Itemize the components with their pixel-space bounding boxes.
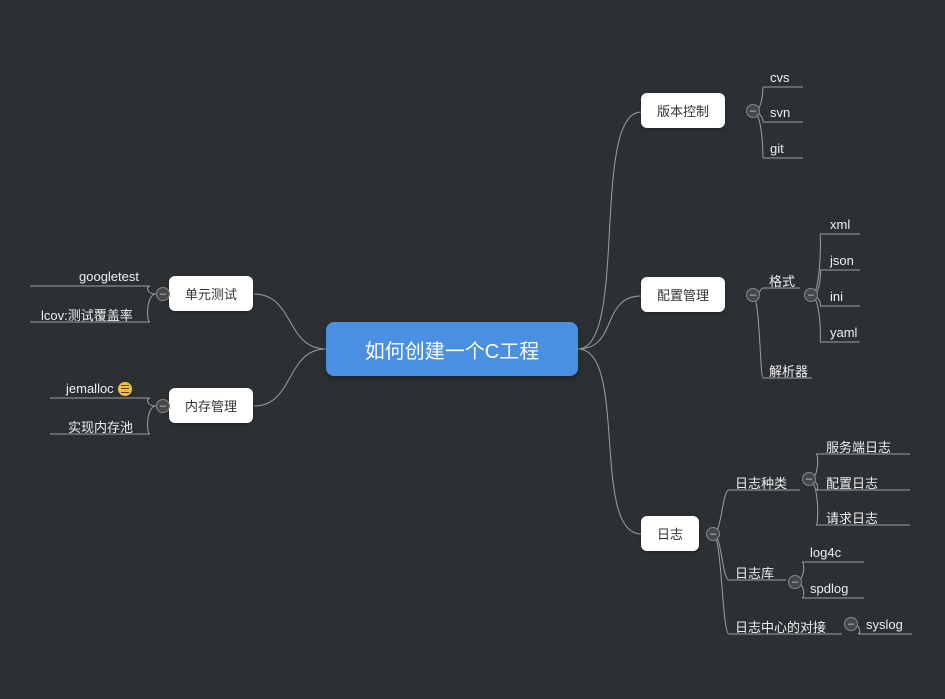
leaf-svclog-label: 服务端日志 (826, 437, 891, 456)
leaf-ini-label: ini (830, 289, 843, 304)
subbranch-logcenter[interactable]: 日志中心的对接 (729, 613, 832, 644)
leaf-reqlog-label: 请求日志 (826, 508, 878, 527)
subbranch-format-label: 格式 (769, 271, 795, 290)
branch-unit-label: 单元测试 (185, 284, 237, 303)
subbranch-logkind-label: 日志种类 (735, 473, 787, 492)
subbranch-parser[interactable]: 解析器 (763, 357, 814, 388)
branch-unit[interactable]: 单元测试 (169, 276, 253, 311)
leaf-reqlog[interactable]: 请求日志 (820, 504, 884, 535)
toggle-unit[interactable]: – (156, 287, 170, 301)
leaf-spdlog[interactable]: spdlog (804, 577, 854, 604)
branch-log-label: 日志 (657, 524, 683, 543)
leaf-jemalloc-label: jemalloc (66, 381, 114, 396)
subbranch-loglib[interactable]: 日志库 (729, 559, 780, 590)
branch-mem-label: 内存管理 (185, 396, 237, 415)
root-label: 如何创建一个C工程 (365, 335, 539, 364)
root-node[interactable]: 如何创建一个C工程 (326, 322, 578, 376)
leaf-svclog[interactable]: 服务端日志 (820, 433, 897, 464)
toggle-logcenter[interactable]: – (844, 617, 858, 631)
leaf-syslog[interactable]: syslog (860, 613, 909, 640)
leaf-json-label: json (830, 253, 854, 268)
leaf-xml-label: xml (830, 217, 850, 232)
leaf-lcov[interactable]: lcov:测试覆盖率 (35, 301, 139, 332)
branch-version[interactable]: 版本控制 (641, 93, 725, 128)
toggle-loglib[interactable]: – (788, 575, 802, 589)
leaf-jemalloc[interactable]: jemalloc (60, 377, 138, 404)
leaf-mempool-label: 实现内存池 (68, 417, 133, 436)
branch-version-label: 版本控制 (657, 101, 709, 120)
notes-badge-icon (118, 382, 132, 396)
subbranch-format[interactable]: 格式 (763, 267, 801, 298)
leaf-yaml[interactable]: yaml (824, 321, 863, 348)
leaf-log4c-label: log4c (810, 545, 841, 560)
toggle-logkind[interactable]: – (802, 472, 816, 486)
leaf-json[interactable]: json (824, 249, 860, 276)
branch-mem[interactable]: 内存管理 (169, 388, 253, 423)
toggle-fmt[interactable]: – (804, 288, 818, 302)
leaf-git[interactable]: git (764, 137, 790, 164)
toggle-version[interactable]: – (746, 104, 760, 118)
leaf-cfglog[interactable]: 配置日志 (820, 469, 884, 500)
leaf-syslog-label: syslog (866, 617, 903, 632)
leaf-cfglog-label: 配置日志 (826, 473, 878, 492)
leaf-cvs[interactable]: cvs (764, 66, 796, 93)
toggle-config[interactable]: – (746, 288, 760, 302)
leaf-xml[interactable]: xml (824, 213, 856, 240)
toggle-log[interactable]: – (706, 527, 720, 541)
leaf-mempool[interactable]: 实现内存池 (62, 413, 139, 444)
branch-log[interactable]: 日志 (641, 516, 699, 551)
leaf-yaml-label: yaml (830, 325, 857, 340)
toggle-mem[interactable]: – (156, 399, 170, 413)
subbranch-logcenter-label: 日志中心的对接 (735, 617, 826, 636)
leaf-cvs-label: cvs (770, 70, 790, 85)
subbranch-logkind[interactable]: 日志种类 (729, 469, 793, 500)
leaf-lcov-label: lcov:测试覆盖率 (41, 305, 133, 324)
leaf-log4c[interactable]: log4c (804, 541, 847, 568)
subbranch-loglib-label: 日志库 (735, 563, 774, 582)
leaf-svn-label: svn (770, 105, 790, 120)
branch-config[interactable]: 配置管理 (641, 277, 725, 312)
branch-config-label: 配置管理 (657, 285, 709, 304)
subbranch-parser-label: 解析器 (769, 361, 808, 380)
leaf-git-label: git (770, 141, 784, 156)
leaf-ini[interactable]: ini (824, 285, 849, 312)
leaf-spdlog-label: spdlog (810, 581, 848, 596)
leaf-gtest-label: googletest (79, 269, 139, 284)
leaf-svn[interactable]: svn (764, 101, 796, 128)
leaf-gtest[interactable]: googletest (73, 265, 145, 292)
